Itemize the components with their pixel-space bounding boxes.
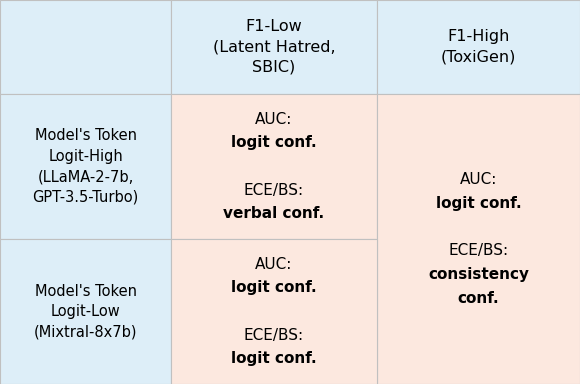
Bar: [377, 0, 580, 94]
Text: logit conf.: logit conf.: [231, 280, 317, 295]
Text: AUC:: AUC:: [255, 112, 293, 127]
Text: AUC:: AUC:: [255, 257, 293, 271]
Text: ECE/BS:: ECE/BS:: [244, 183, 304, 198]
Text: ECE/BS:: ECE/BS:: [448, 243, 509, 258]
Text: logit conf.: logit conf.: [231, 136, 317, 151]
Text: F1-High
(ToxiGen): F1-High (ToxiGen): [441, 29, 516, 65]
Bar: [377, 94, 580, 384]
Text: F1-Low
(Latent Hatred,
SBIC): F1-Low (Latent Hatred, SBIC): [213, 19, 335, 75]
Text: Model's Token
Logit-High
(LLaMA-2-7b,
GPT-3.5-Turbo): Model's Token Logit-High (LLaMA-2-7b, GP…: [32, 129, 139, 205]
Bar: [171, 239, 377, 384]
Bar: [171, 94, 377, 239]
Text: consistency: consistency: [428, 267, 529, 282]
Text: logit conf.: logit conf.: [231, 351, 317, 366]
Text: verbal conf.: verbal conf.: [223, 207, 325, 222]
Bar: [0, 0, 171, 94]
Text: AUC:: AUC:: [460, 172, 497, 187]
Bar: [0, 94, 171, 239]
Text: conf.: conf.: [458, 291, 499, 306]
Bar: [0, 239, 171, 384]
Text: ECE/BS:: ECE/BS:: [244, 328, 304, 343]
Text: Model's Token
Logit-Low
(Mixtral-8x7b): Model's Token Logit-Low (Mixtral-8x7b): [34, 284, 137, 339]
Bar: [171, 0, 377, 94]
Text: logit conf.: logit conf.: [436, 196, 521, 211]
